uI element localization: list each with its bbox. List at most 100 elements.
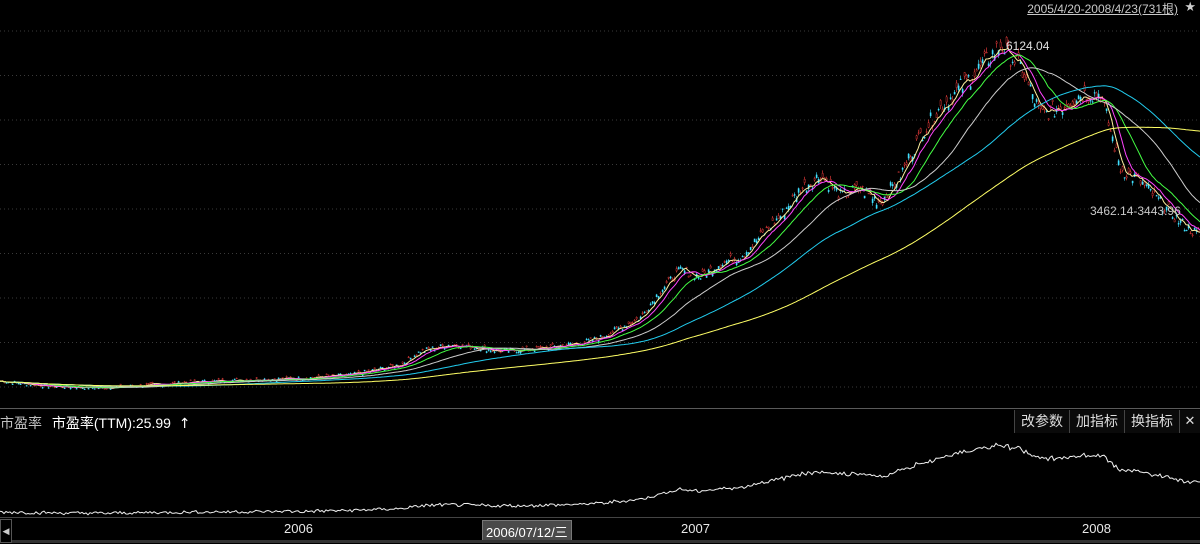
candle-body	[741, 256, 744, 258]
candle-body	[927, 122, 930, 128]
candle-body	[183, 381, 186, 383]
change-params-button[interactable]: 改参数	[1014, 410, 1069, 433]
candle-body	[545, 346, 548, 348]
candle-body	[5, 382, 8, 384]
candle-body	[861, 185, 864, 188]
candle-body	[613, 327, 616, 330]
candle-body	[1061, 112, 1064, 115]
candle-body	[525, 345, 528, 348]
candle-body	[551, 343, 554, 345]
candle-body	[973, 71, 976, 77]
candle-body	[427, 347, 430, 350]
candle-body	[717, 266, 720, 270]
add-indicator-button[interactable]: 加指标	[1069, 410, 1124, 433]
candle-body	[1177, 223, 1180, 225]
candle-body	[245, 378, 248, 381]
candle-body	[1029, 84, 1032, 87]
candle-body	[633, 320, 636, 322]
ma10-line	[0, 49, 1200, 389]
switch-indicator-button[interactable]: 换指标	[1124, 410, 1179, 433]
candle-body	[891, 184, 894, 186]
candle-body	[1031, 94, 1034, 100]
candle-body	[1149, 189, 1152, 191]
candle-body	[461, 344, 464, 346]
candle-body	[1169, 206, 1172, 208]
candle-body	[909, 156, 912, 162]
ma80-line	[0, 85, 1200, 387]
candle-body	[907, 153, 910, 159]
candle-body	[473, 348, 476, 350]
candle-body	[701, 269, 704, 272]
candle-body	[1173, 219, 1176, 223]
candle-body	[1121, 166, 1124, 171]
candle-body	[1185, 229, 1188, 232]
candle-body	[211, 380, 214, 382]
candle-body	[549, 344, 552, 347]
candle-body	[827, 189, 830, 192]
candle-body	[1151, 192, 1154, 196]
candle-body	[1129, 171, 1132, 174]
candle-body	[1147, 184, 1150, 189]
candle-body	[663, 286, 666, 290]
candle-body	[747, 252, 750, 254]
candle-body	[1157, 197, 1160, 199]
scroll-left-icon[interactable]: ◀	[0, 519, 12, 543]
candle-body	[981, 59, 984, 64]
candle-body	[893, 183, 896, 188]
candle-body	[327, 374, 330, 376]
candle-body	[939, 100, 942, 106]
candle-body	[1105, 108, 1108, 111]
candle-body	[1141, 181, 1144, 185]
candle-body	[729, 253, 732, 256]
panel-divider	[0, 408, 1200, 409]
candle-body	[217, 378, 220, 380]
candle-body	[1115, 143, 1118, 148]
candle-body	[145, 383, 148, 385]
candle-body	[151, 382, 154, 384]
candle-body	[1095, 92, 1098, 98]
candle-body	[47, 387, 50, 389]
candle-body	[681, 268, 684, 270]
candle-body	[1019, 61, 1022, 65]
candle-body	[489, 350, 492, 353]
candle-body	[413, 355, 416, 357]
candle-body	[1119, 171, 1122, 173]
candle-body	[1005, 37, 1008, 44]
candle-body	[25, 385, 28, 387]
pe-ratio-chart[interactable]	[0, 434, 1200, 516]
star-icon[interactable]: ★	[1184, 0, 1196, 14]
candle-body	[677, 267, 680, 270]
grid-lines	[0, 30, 1200, 388]
candle-body	[363, 369, 366, 372]
candle-body	[723, 261, 726, 263]
candle-body	[1191, 234, 1194, 236]
candle-body	[651, 301, 654, 304]
candle-body	[955, 82, 958, 88]
close-icon[interactable]: ✕	[1179, 410, 1200, 433]
candle-body	[1165, 206, 1168, 211]
scrollbar[interactable]	[12, 540, 1200, 543]
candle-body	[721, 264, 724, 267]
candle-body	[139, 383, 142, 386]
high-price-label: 6124.04	[1006, 39, 1050, 53]
candle-body	[645, 310, 648, 313]
candle-body	[493, 351, 496, 353]
candle-body	[19, 383, 22, 386]
price-chart[interactable]: 6124.04 3462.14-3443.96	[0, 0, 1200, 408]
candle-body	[235, 377, 238, 380]
indicator-toolbar: 改参数 加指标 换指标 ✕	[1014, 410, 1200, 433]
candle-body	[425, 347, 428, 349]
price-range-label: 3462.14-3443.96	[1090, 204, 1181, 218]
candle-body	[757, 237, 760, 241]
candle-body	[631, 322, 634, 324]
candle-body	[1163, 210, 1166, 212]
candle-body	[665, 281, 668, 283]
candle-body	[1047, 118, 1050, 120]
indicator-value: 市盈率(TTM):25.99	[51, 415, 171, 431]
candle-body	[661, 289, 664, 292]
candle-body	[675, 268, 678, 272]
candle-body	[519, 351, 522, 354]
candle-body	[255, 377, 258, 379]
candle-body	[923, 137, 926, 139]
candle-body	[727, 260, 730, 262]
